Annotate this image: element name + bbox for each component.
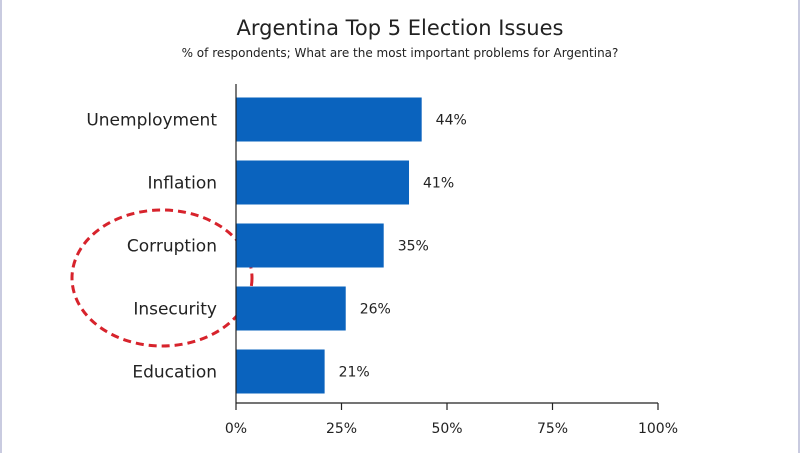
value-label: 35%	[398, 239, 429, 255]
left-border	[0, 0, 2, 453]
chart-subtitle: % of respondents; What are the most impo…	[181, 46, 619, 60]
category-label: Unemployment	[86, 111, 217, 131]
x-tick-label: 100%	[638, 421, 678, 437]
x-tick-label: 75%	[537, 421, 568, 437]
x-tick-label: 0%	[225, 421, 247, 437]
bar-education	[236, 349, 325, 394]
value-label: 26%	[360, 302, 391, 318]
annotation-layer	[70, 208, 254, 348]
bar-corruption	[236, 223, 384, 268]
value-label: 41%	[423, 176, 454, 192]
highlight-ellipse	[70, 208, 254, 348]
bars-layer: Unemployment 44% Inflation 41% Corruption 35%…	[86, 97, 467, 394]
category-label: Inflation	[148, 174, 217, 194]
chart-title: Argentina Top 5 Election Issues	[236, 16, 564, 40]
value-label: 21%	[339, 365, 370, 381]
bar-unemployment	[236, 97, 422, 142]
x-axis: 0% 25% 50% 75% 100%	[225, 84, 678, 437]
x-tick-label: 25%	[326, 421, 357, 437]
bar-insecurity	[236, 286, 346, 331]
x-tick-label: 50%	[431, 421, 462, 437]
right-border	[798, 0, 800, 453]
bar-inflation	[236, 160, 410, 205]
category-label: Corruption	[127, 237, 217, 257]
category-label: Insecurity	[133, 300, 217, 320]
value-label: 44%	[436, 113, 467, 129]
category-label: Education	[132, 363, 217, 383]
